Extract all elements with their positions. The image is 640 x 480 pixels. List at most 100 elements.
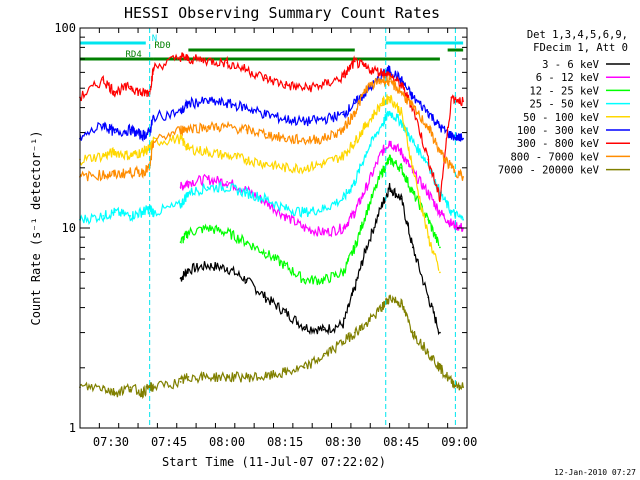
- x-axis-label: Start Time (11-Jul-07 07:22:02): [162, 455, 386, 469]
- data-point: [381, 204, 383, 207]
- data-point: [427, 236, 430, 239]
- data-point: [381, 171, 383, 174]
- data-point: [381, 71, 383, 74]
- legend-header: FDecim 1, Att 0: [533, 42, 628, 54]
- data-point: [303, 211, 306, 214]
- series-line: [180, 140, 464, 238]
- data-point: [102, 173, 105, 176]
- series-2: [179, 154, 441, 286]
- series-line: [180, 183, 440, 336]
- data-point: [303, 227, 306, 229]
- data-point: [342, 75, 345, 78]
- data-point: [179, 277, 182, 280]
- data-point: [303, 166, 306, 169]
- data-point: [342, 340, 345, 343]
- data-point: [427, 218, 430, 221]
- data-point: [284, 118, 286, 121]
- data-point: [462, 386, 464, 389]
- data-point: [411, 191, 414, 194]
- legend-entry-label: 800 - 7000 keV: [510, 151, 599, 163]
- data-point: [342, 227, 345, 229]
- legend-entry-label: 25 - 50 keV: [529, 99, 599, 111]
- x-axis: 07:30 07:45 08:00 08:15 08:30 08:45 09:00: [79, 28, 477, 449]
- data-point: [245, 279, 248, 281]
- data-point: [226, 186, 229, 189]
- series-line: [79, 294, 464, 400]
- x-tick-label: 08:30: [325, 435, 361, 449]
- data-point: [113, 131, 116, 134]
- y-tick-label: 100: [54, 21, 76, 35]
- data-point: [342, 113, 345, 116]
- data-point: [353, 181, 356, 183]
- data-point: [179, 128, 182, 131]
- data-point: [353, 331, 356, 334]
- data-point: [381, 151, 383, 153]
- data-point: [411, 140, 414, 143]
- data-point: [284, 137, 286, 140]
- data-point: [450, 134, 453, 137]
- data-point: [342, 197, 345, 200]
- data-point: [388, 186, 391, 189]
- data-point: [206, 227, 209, 229]
- data-point: [439, 211, 441, 214]
- data-point: [206, 376, 209, 378]
- data-point: [342, 154, 345, 157]
- data-point: [439, 197, 441, 200]
- data-point: [245, 68, 248, 71]
- data-point: [113, 90, 116, 93]
- flag-label: RD4: [126, 50, 142, 60]
- data-point: [322, 207, 325, 210]
- data-point: [400, 166, 403, 169]
- data-point: [187, 181, 190, 183]
- data-point: [400, 83, 403, 86]
- data-point: [226, 376, 229, 378]
- data-point: [365, 246, 368, 249]
- data-point: [284, 311, 286, 313]
- data-point: [353, 111, 356, 113]
- data-point: [187, 231, 190, 234]
- data-point: [322, 162, 325, 165]
- series-line: [79, 110, 464, 225]
- data-point: [381, 79, 383, 81]
- flag-label: N: [152, 34, 157, 44]
- data-point: [187, 102, 190, 105]
- data-point: [226, 267, 229, 269]
- data-point: [245, 241, 248, 244]
- data-point: [206, 178, 209, 181]
- data-point: [226, 61, 229, 64]
- data-point: [365, 123, 368, 126]
- data-point: [450, 381, 453, 383]
- data-point: [141, 211, 143, 214]
- data-point: [322, 83, 325, 86]
- data-point: [365, 87, 368, 90]
- data-point: [322, 328, 325, 331]
- series-0: [179, 183, 441, 336]
- data-point: [264, 113, 267, 116]
- data-point: [206, 264, 209, 267]
- data-point: [148, 386, 151, 389]
- data-point: [264, 252, 267, 254]
- x-tick-label: 07:45: [151, 435, 187, 449]
- data-point: [303, 326, 306, 328]
- data-point: [129, 171, 132, 174]
- data-point: [141, 171, 143, 174]
- data-point: [388, 296, 391, 299]
- data-point: [322, 231, 325, 234]
- legend-entry-label: 3 - 6 keV: [542, 59, 600, 71]
- data-point: [450, 211, 453, 214]
- data-point: [353, 102, 356, 105]
- data-point: [439, 151, 441, 153]
- data-point: [187, 191, 190, 194]
- data-point: [129, 215, 132, 217]
- legend-header: Det 1,3,4,5,6,9,: [527, 29, 628, 41]
- data-point: [226, 231, 229, 234]
- data-point: [113, 211, 116, 214]
- x-tick-label: 08:15: [267, 435, 303, 449]
- vertical-markers: [149, 28, 456, 428]
- data-point: [179, 204, 182, 207]
- data-point: [342, 128, 345, 131]
- data-point: [264, 197, 267, 200]
- data-point: [264, 77, 267, 80]
- data-point: [427, 351, 430, 353]
- data-point: [462, 137, 464, 140]
